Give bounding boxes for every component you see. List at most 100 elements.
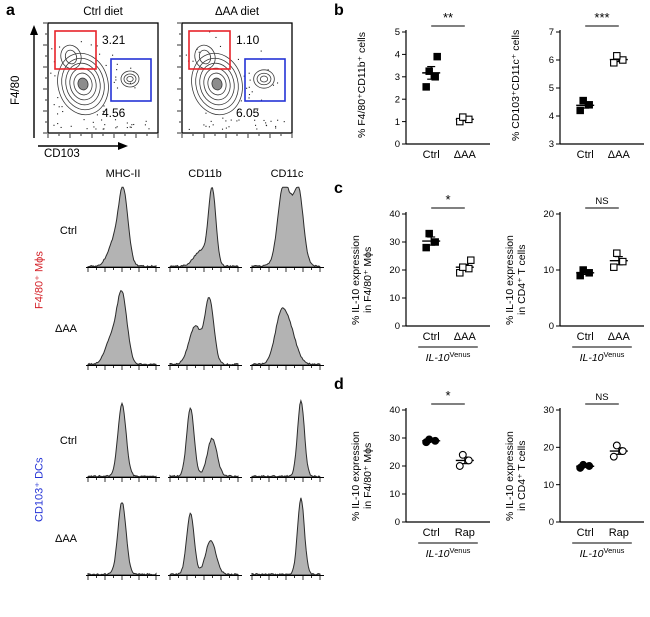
data-point — [425, 67, 433, 75]
blue-gate — [110, 58, 152, 102]
flow-plot-svg — [177, 22, 293, 138]
svg-text:30: 30 — [389, 237, 400, 248]
red-gate — [54, 30, 97, 70]
significance-label: NS — [595, 196, 608, 207]
scatter-d-right: % IL-10 expression in CD4⁺ T cells 0 10 20… — [502, 384, 650, 568]
data-point — [467, 256, 475, 264]
scatter-d-left: % IL-10 expression in F4/80⁺ Mϕs 0 10 20 30… — [348, 384, 496, 568]
red-gate-percentage: 3.21 — [102, 33, 126, 47]
group-x-label: Ctrl — [577, 527, 594, 539]
flow-cytometry-plot — [42, 22, 162, 142]
histogram-cell — [246, 392, 328, 490]
data-point — [425, 229, 433, 238]
flow-cytometry-plot — [176, 22, 296, 142]
scatter-svg: 0 10 20 30 Ctrl Rap NS IL-10Venus — [543, 392, 644, 560]
y-axis-label: % IL-10 expression in CD4⁺ T cells — [504, 431, 528, 521]
histogram-svg — [250, 186, 324, 272]
svg-text:20: 20 — [543, 443, 554, 454]
plot-area: 0 10 20 30 40 Ctrl Rap * IL-10Venus — [376, 384, 496, 568]
svg-text:2: 2 — [395, 94, 400, 105]
hist-column-header: CD11b — [188, 168, 222, 180]
flow-plot-title: Ctrl diet — [83, 6, 123, 18]
svg-text:40: 40 — [389, 405, 400, 416]
group-x-label: ΔAA — [454, 331, 477, 343]
hist-column-header: CD11c — [270, 168, 304, 180]
histogram-cell — [164, 392, 246, 490]
data-point — [459, 263, 467, 271]
significance-label: ** — [443, 10, 453, 25]
svg-text:3: 3 — [549, 139, 554, 150]
significance-label: * — [445, 388, 450, 403]
panel-d-label: d — [334, 376, 344, 393]
significance-label: * — [445, 192, 450, 207]
histogram-svg — [86, 501, 160, 580]
histogram-svg — [250, 307, 324, 370]
panel-c-label: c — [334, 180, 343, 197]
group-x-label: ΔAA — [608, 331, 631, 343]
flow-plot-daa-diet: ΔAA diet 1.10 6.05 — [176, 6, 306, 142]
flow-plot-ctrl-diet: Ctrl diet 3.21 4.56 — [42, 6, 172, 142]
hist-group-label: F4/80⁺ Mϕs — [33, 251, 46, 309]
svg-text:0: 0 — [395, 139, 400, 150]
svg-text:7: 7 — [549, 27, 554, 38]
y-axis-label: % F4/80⁺CD11b⁺ cells — [356, 32, 368, 139]
scatter-svg: 0 10 20 30 40 Ctrl ΔAA * IL-10Venus — [389, 192, 490, 364]
data-point — [458, 450, 467, 459]
reporter-axis-label: IL-10Venus — [580, 350, 625, 364]
reporter-axis-label: IL-10Venus — [426, 546, 471, 560]
red-gate — [188, 30, 231, 70]
data-point — [612, 441, 621, 450]
hist-group-label: CD103⁺ DCs — [33, 457, 46, 523]
data-point — [465, 264, 473, 273]
f480-axis-label: F4/80 — [10, 75, 22, 106]
group-x-label: Ctrl — [577, 149, 594, 161]
histogram-svg — [86, 289, 160, 370]
svg-text:0: 0 — [395, 517, 400, 528]
histogram-cell — [164, 490, 246, 588]
scatter-b-right: % CD103⁺CD11c⁺ cells 3 4 5 6 7 Ctrl ΔAA *** — [502, 6, 650, 164]
histogram-svg — [168, 187, 242, 272]
scatter-b-left: % F4/80⁺CD11b⁺ cells 0 1 2 3 4 5 Ctrl ΔAA ** — [348, 6, 496, 164]
data-point — [425, 435, 434, 444]
histogram-cell — [246, 280, 328, 378]
group-x-label: Rap — [455, 527, 475, 539]
hist-row-label: Ctrl — [59, 435, 77, 447]
data-point — [609, 452, 618, 461]
histogram-cell — [82, 490, 164, 588]
group-x-label: Ctrl — [423, 149, 440, 161]
f480-axis-arrow-icon — [30, 25, 38, 138]
data-point — [579, 96, 587, 105]
hist-row-label: ΔAA — [54, 533, 77, 545]
histogram-svg — [250, 497, 324, 580]
flow-plot-title: ΔAA diet — [214, 6, 260, 18]
data-point — [422, 83, 430, 91]
histogram-cell — [164, 182, 246, 280]
red-gate-percentage: 1.10 — [236, 33, 260, 47]
hist-column-header: MHC-II — [105, 168, 141, 180]
group-x-label: Ctrl — [423, 527, 440, 539]
plot-area: 3 4 5 6 7 Ctrl ΔAA *** — [530, 6, 650, 164]
histogram-cell — [82, 392, 164, 490]
data-point — [619, 257, 627, 266]
histogram-svg — [168, 297, 242, 370]
scatter-c-right: % IL-10 expression in CD4⁺ T cells 0 10 20… — [502, 188, 650, 372]
scatter-svg: 0 1 2 3 4 5 Ctrl ΔAA ** — [395, 10, 490, 161]
panel-b-label: b — [334, 2, 344, 19]
scatter-svg: 0 10 20 Ctrl ΔAA NS IL-10Venus — [543, 196, 644, 364]
significance-label: NS — [595, 392, 608, 403]
histogram-cell — [164, 280, 246, 378]
svg-text:0: 0 — [395, 321, 400, 332]
data-point — [618, 447, 627, 456]
data-point — [619, 56, 627, 64]
svg-text:10: 10 — [389, 489, 400, 500]
svg-text:30: 30 — [543, 405, 554, 416]
data-point — [610, 263, 618, 271]
plot-area: 0 10 20 30 40 Ctrl ΔAA * IL-10Venus — [376, 188, 496, 372]
histogram-cell — [82, 280, 164, 378]
svg-text:10: 10 — [543, 265, 554, 276]
svg-text:3: 3 — [395, 72, 400, 83]
y-axis-label: % IL-10 expression in F4/80⁺ Mϕs — [350, 431, 374, 521]
significance-label: *** — [594, 10, 609, 25]
y-axis-label: % IL-10 expression in F4/80⁺ Mϕs — [350, 235, 374, 325]
